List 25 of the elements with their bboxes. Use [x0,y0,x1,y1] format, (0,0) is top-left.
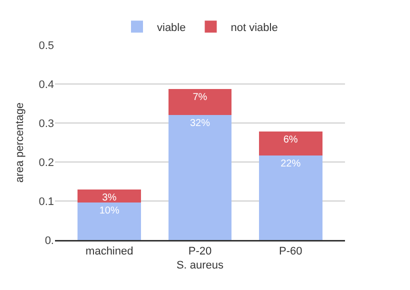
bar [258,132,322,156]
bar [168,114,232,240]
y-tick-label: 0.5 [38,40,54,52]
y-tick-label: 0.4 [38,78,54,91]
x-tick-label: P-60 [279,246,302,258]
data-label: 32% [190,118,210,129]
bar [258,155,322,240]
data-label: 10% [99,206,120,217]
x-axis-title: S. aureus [176,260,224,272]
y-tick-label: 0.2 [38,156,54,169]
data-label: 6% [283,134,298,146]
data-label: 7% [192,92,208,104]
y-tick-label: 0. [44,234,54,247]
y-tick-label: 0.3 [38,118,54,130]
x-tick-label: P-20 [188,246,212,258]
x-tick-label: machined [86,246,134,258]
bar [78,190,142,203]
legend-label: not viable [230,22,278,34]
bar [78,202,142,240]
legend-label: viable [157,22,186,34]
bar [168,89,232,115]
y-axis-title: area percentage [14,102,26,183]
data-label: 3% [102,192,117,204]
y-tick-label: 0.1 [38,196,54,208]
data-label: 22% [280,158,301,170]
